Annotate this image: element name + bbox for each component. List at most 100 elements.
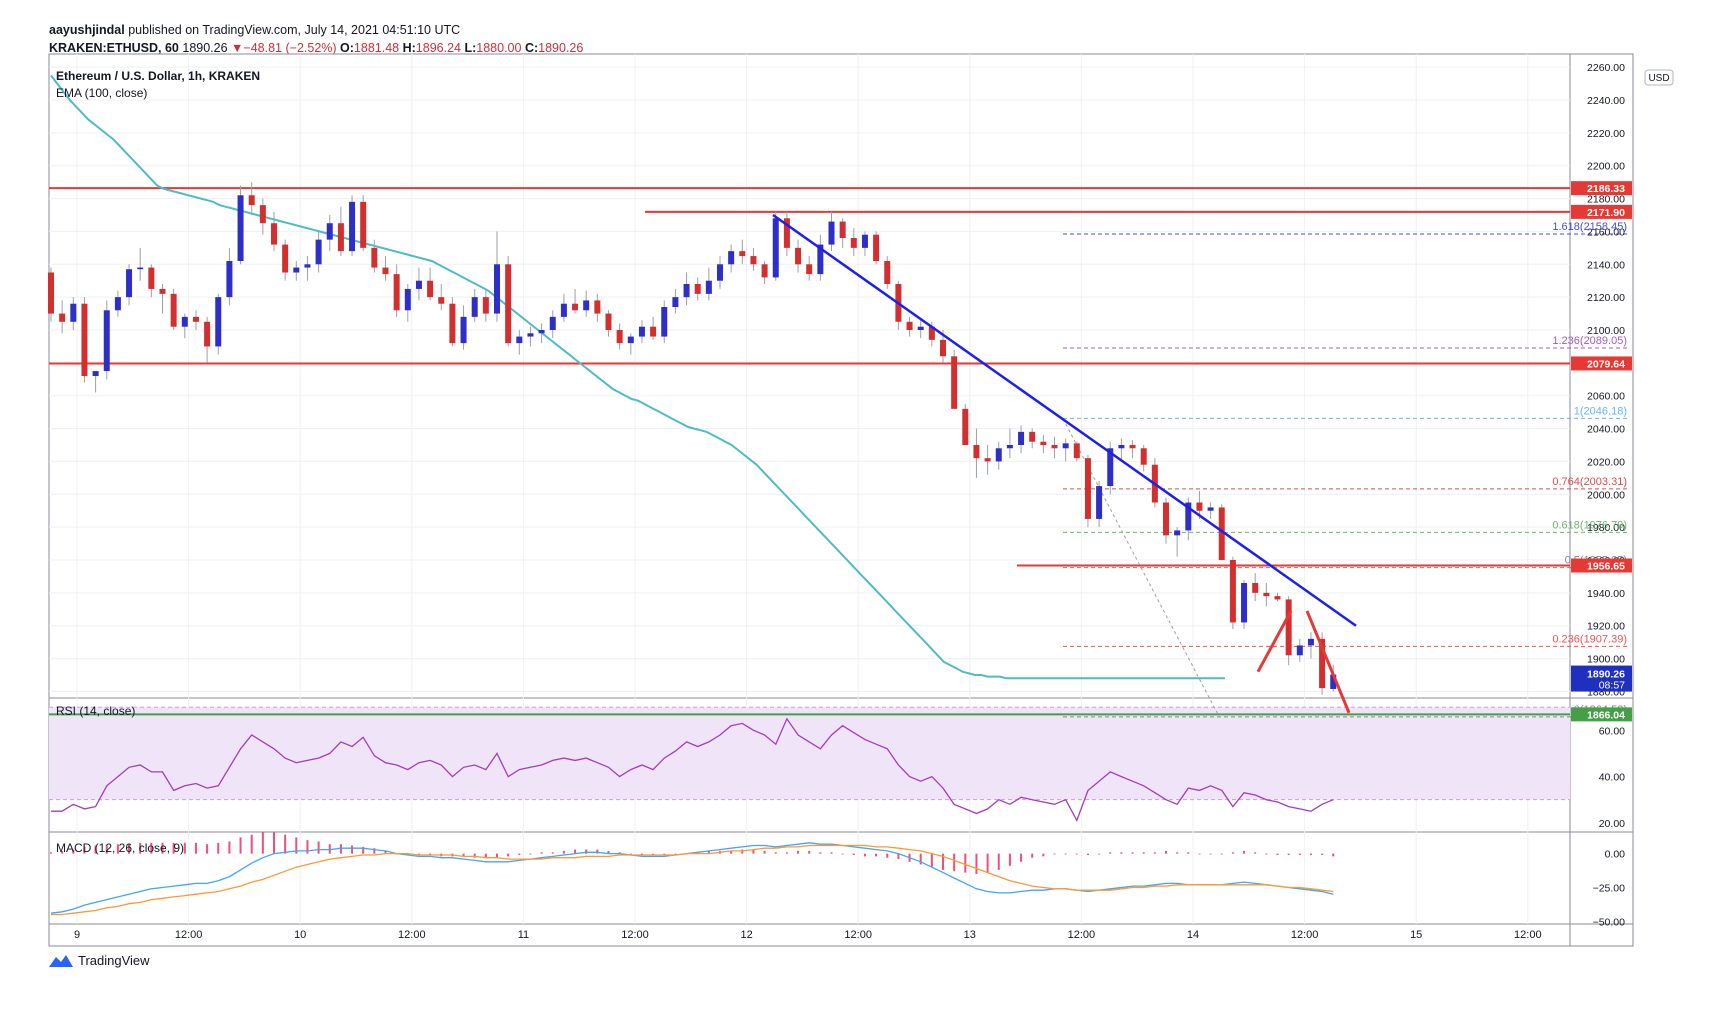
candle-down[interactable] — [371, 247, 378, 268]
candle-down[interactable] — [170, 293, 177, 327]
candle-down[interactable] — [616, 330, 623, 344]
candle-up[interactable] — [516, 336, 523, 344]
candle-down[interactable] — [962, 408, 969, 445]
candle-down[interactable] — [59, 313, 66, 322]
candle-up[interactable] — [215, 297, 222, 347]
candle-down[interactable] — [1218, 507, 1225, 560]
tradingview-logo[interactable]: TradingView — [49, 953, 150, 968]
candle-up[interactable] — [583, 300, 590, 311]
author-name[interactable]: aayushjindal — [49, 23, 125, 37]
projection-arrow-down[interactable] — [1305, 610, 1351, 714]
candle-up[interactable] — [293, 267, 300, 273]
candle-up[interactable] — [1241, 583, 1248, 623]
candle-up[interactable] — [717, 264, 723, 281]
candle-down[interactable] — [1319, 638, 1326, 689]
candle-down[interactable] — [839, 221, 846, 238]
candle-up[interactable] — [672, 297, 679, 307]
candle-down[interactable] — [739, 251, 746, 257]
candle-down[interactable] — [271, 223, 277, 245]
candle-up[interactable] — [1006, 445, 1013, 449]
candle-down[interactable] — [449, 303, 456, 344]
candle-down[interactable] — [393, 274, 400, 311]
candle-down[interactable] — [973, 445, 980, 459]
candle-down[interactable] — [984, 458, 991, 462]
candle-down[interactable] — [1029, 431, 1036, 442]
candle-up[interactable] — [114, 297, 121, 311]
candle-down[interactable] — [1129, 445, 1136, 449]
candle-up[interactable] — [1207, 507, 1214, 511]
candle-up[interactable] — [728, 251, 735, 265]
candle-up[interactable] — [237, 195, 244, 261]
candle-down[interactable] — [783, 218, 790, 248]
candle-up[interactable] — [226, 261, 233, 298]
candle-up[interactable] — [995, 448, 1002, 462]
currency-badge[interactable] — [1644, 69, 1674, 86]
candle-up[interactable] — [1330, 674, 1337, 689]
candle-up[interactable] — [471, 297, 478, 317]
candle-up[interactable] — [560, 303, 567, 317]
candle-down[interactable] — [1084, 458, 1091, 519]
candle-down[interactable] — [192, 316, 199, 322]
candle-down[interactable] — [1163, 502, 1169, 536]
bearish-trendline[interactable] — [772, 213, 1357, 627]
candle-down[interactable] — [337, 223, 344, 252]
candle-up[interactable] — [1296, 645, 1303, 656]
candle-down[interactable] — [1252, 583, 1259, 593]
candle-down[interactable] — [282, 244, 289, 273]
candle-up[interactable] — [772, 218, 779, 278]
candle-down[interactable] — [1285, 599, 1292, 656]
candle-down[interactable] — [594, 300, 601, 314]
candle-down[interactable] — [204, 321, 211, 347]
candle-down[interactable] — [248, 195, 255, 206]
candle-up[interactable] — [92, 371, 99, 376]
candle-down[interactable] — [1274, 596, 1281, 600]
candle-up[interactable] — [326, 223, 333, 240]
candle-up[interactable] — [181, 316, 188, 327]
candle-up[interactable] — [861, 234, 868, 248]
candle-up[interactable] — [661, 307, 668, 337]
projection-arrow-up[interactable] — [1256, 610, 1293, 673]
candle-down[interactable] — [850, 238, 857, 248]
candle-down[interactable] — [884, 261, 891, 284]
candle-down[interactable] — [1051, 445, 1058, 449]
candle-down[interactable] — [1140, 448, 1147, 465]
candle-up[interactable] — [315, 239, 322, 265]
candle-down[interactable] — [438, 297, 445, 304]
rsi-line[interactable] — [51, 717, 1334, 822]
candle-down[interactable] — [906, 321, 913, 330]
candle-up[interactable] — [460, 316, 467, 344]
candle-down[interactable] — [159, 288, 166, 294]
candle-down[interactable] — [806, 264, 813, 275]
candle-down[interactable] — [1196, 502, 1203, 511]
ema-100-line[interactable] — [50, 74, 1225, 680]
candle-up[interactable] — [705, 280, 712, 294]
candle-down[interactable] — [940, 339, 946, 357]
candle-down[interactable] — [148, 267, 155, 289]
candle-up[interactable] — [1018, 431, 1025, 445]
candle-up[interactable] — [1174, 530, 1181, 536]
candle-down[interactable] — [1040, 441, 1047, 445]
candle-down[interactable] — [1263, 592, 1270, 597]
candle-down[interactable] — [427, 280, 434, 298]
candle-up[interactable] — [683, 284, 690, 298]
candle-up[interactable] — [828, 221, 835, 245]
candle-up[interactable] — [304, 264, 311, 268]
candle-up[interactable] — [538, 330, 545, 334]
candle-down[interactable] — [650, 326, 657, 337]
candle-down[interactable] — [951, 356, 958, 409]
candle-up[interactable] — [415, 280, 422, 289]
candle-up[interactable] — [103, 310, 110, 372]
candle-up[interactable] — [1185, 502, 1192, 531]
candle-up[interactable] — [817, 244, 824, 275]
candle-down[interactable] — [482, 297, 489, 314]
candle-up[interactable] — [917, 326, 924, 330]
candle-down[interactable] — [694, 284, 701, 294]
candle-up[interactable] — [1062, 443, 1069, 449]
candle-down[interactable] — [873, 234, 880, 261]
candle-up[interactable] — [70, 303, 77, 322]
candle-up[interactable] — [1307, 638, 1314, 646]
signal-line[interactable] — [51, 844, 1334, 916]
candle-up[interactable] — [494, 264, 500, 314]
candle-down[interactable] — [259, 205, 266, 224]
